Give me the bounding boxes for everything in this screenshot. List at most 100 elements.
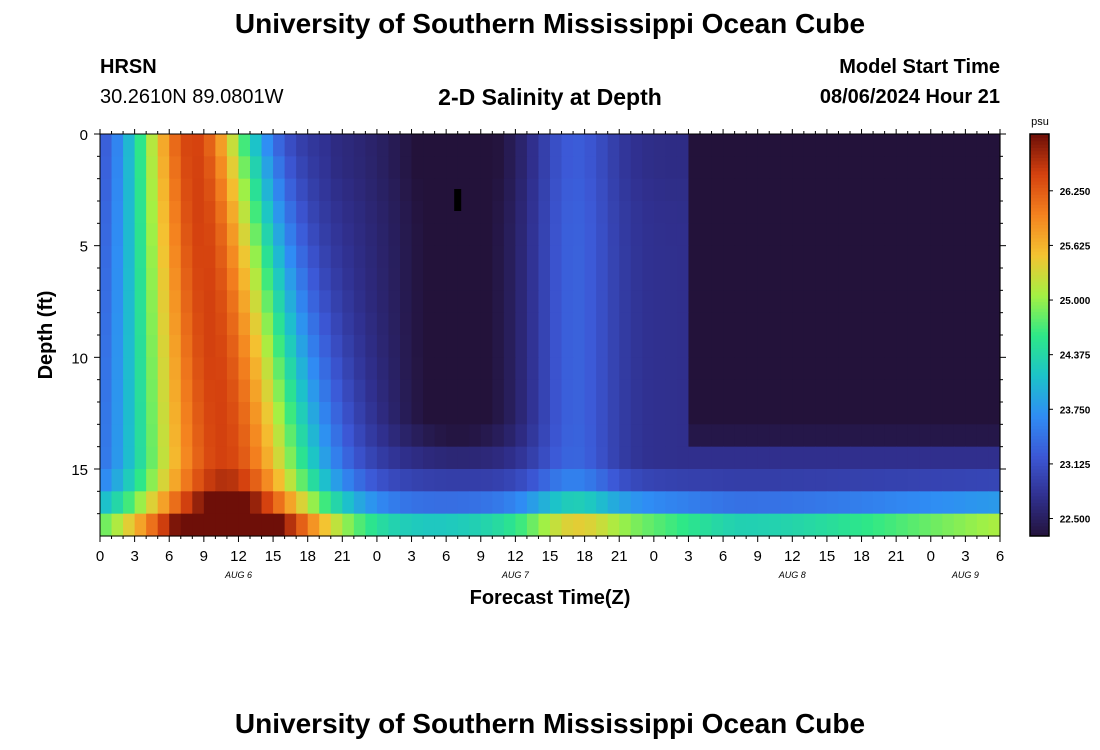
x-tick-label: 9	[477, 548, 485, 565]
heatmap-cell	[411, 379, 424, 403]
heatmap-cell	[203, 290, 216, 314]
heatmap-cell	[376, 201, 390, 224]
x-tick-label: 3	[961, 548, 969, 565]
heatmap-cell	[919, 379, 932, 403]
heatmap-cell	[273, 290, 286, 314]
heatmap-cell	[423, 178, 436, 202]
heatmap-cell	[769, 379, 782, 403]
colorbar-swatch	[1030, 415, 1049, 420]
heatmap-cell	[388, 290, 401, 314]
heatmap-cell	[296, 268, 309, 291]
heatmap-cell	[123, 201, 136, 224]
heatmap-cell	[653, 268, 666, 291]
heatmap-cell	[953, 424, 966, 448]
heatmap-cell	[734, 491, 747, 515]
heatmap-cell	[676, 446, 690, 470]
x-tick-label: 9	[754, 548, 762, 565]
heatmap-cell	[769, 491, 782, 515]
heatmap-cell	[134, 290, 147, 314]
heatmap-cell	[538, 178, 551, 202]
heatmap-cell	[896, 134, 909, 157]
heatmap-cell	[573, 402, 586, 425]
heatmap-cell	[411, 402, 424, 425]
heatmap-cell	[734, 357, 747, 381]
heatmap-cell	[515, 178, 528, 202]
heatmap-cell	[134, 379, 147, 403]
heatmap-cell	[688, 357, 701, 381]
colorbar-swatch	[1030, 348, 1049, 353]
heatmap-cell	[838, 268, 851, 291]
heatmap-cell	[907, 268, 920, 291]
heatmap-cell	[330, 491, 343, 515]
heatmap-cell	[976, 446, 990, 470]
heatmap-cell	[550, 156, 563, 180]
heatmap-cell	[561, 312, 574, 336]
colorbar-swatch	[1030, 428, 1049, 433]
heatmap-cell	[307, 201, 320, 224]
heatmap-cell	[723, 290, 736, 314]
heatmap-cell	[965, 446, 978, 470]
heatmap-cell	[123, 290, 136, 314]
heatmap-cell	[826, 268, 840, 291]
heatmap-cell	[284, 513, 297, 537]
heatmap-cell	[261, 201, 274, 224]
heatmap-cell	[100, 245, 113, 269]
heatmap-cell	[619, 268, 632, 291]
heatmap-cell	[826, 290, 840, 314]
heatmap-cell	[365, 268, 378, 291]
heatmap-cell	[273, 201, 286, 224]
heatmap-cell	[492, 446, 505, 470]
heatmap-cell	[757, 268, 770, 291]
heatmap-cell	[238, 469, 251, 492]
heatmap-cell	[930, 201, 943, 224]
heatmap-cell	[146, 312, 159, 336]
heatmap-cell	[953, 245, 966, 269]
heatmap-cell	[526, 335, 540, 358]
heatmap-cell	[330, 223, 343, 247]
heatmap-cell	[192, 268, 205, 291]
heatmap-cell	[503, 469, 516, 492]
colorbar-swatch	[1030, 485, 1049, 490]
heatmap-cell	[146, 357, 159, 381]
heatmap-cell	[976, 268, 990, 291]
heatmap-cell	[850, 223, 863, 247]
colorbar-swatch	[1030, 324, 1049, 329]
heatmap-cell	[815, 513, 828, 537]
heatmap-cell	[665, 156, 678, 180]
heatmap-cell	[319, 223, 332, 247]
colorbar-tick-label: 22.500	[1060, 515, 1091, 526]
heatmap-cell	[146, 201, 159, 224]
heatmap-cell	[376, 335, 390, 358]
heatmap-cell	[573, 312, 586, 336]
colorbar-swatch	[1030, 472, 1049, 477]
heatmap-cell	[226, 268, 240, 291]
y-axis-label: Depth (ft)	[35, 291, 57, 380]
date-label: AUG 8	[778, 570, 806, 580]
heatmap-cell	[769, 178, 782, 202]
colorbar-swatch	[1030, 298, 1049, 302]
heatmap-cell	[469, 491, 482, 515]
heatmap-cell	[123, 178, 136, 202]
colorbar-swatch	[1030, 341, 1049, 346]
heatmap-cell	[780, 469, 793, 492]
heatmap-cell	[653, 513, 666, 537]
heatmap-cell	[723, 402, 736, 425]
heatmap-cell	[353, 312, 366, 336]
heatmap-cell	[607, 513, 620, 537]
x-axis-label: Forecast Time(Z)	[470, 587, 631, 609]
x-tick-label: 12	[507, 548, 524, 565]
heatmap-cell	[180, 268, 193, 291]
heatmap-cell	[400, 469, 413, 492]
heatmap-cell	[192, 134, 205, 157]
heatmap-cell	[826, 357, 840, 381]
heatmap-cell	[873, 402, 886, 425]
heatmap-cell	[319, 424, 332, 448]
heatmap-cell	[630, 134, 643, 157]
heatmap-cell	[192, 156, 205, 180]
colorbar-swatch	[1030, 361, 1049, 366]
heatmap-cell	[526, 156, 540, 180]
heatmap-cell	[526, 513, 540, 537]
heatmap-cell	[203, 312, 216, 336]
heatmap-cell	[826, 491, 840, 515]
heatmap-cell	[376, 469, 390, 492]
